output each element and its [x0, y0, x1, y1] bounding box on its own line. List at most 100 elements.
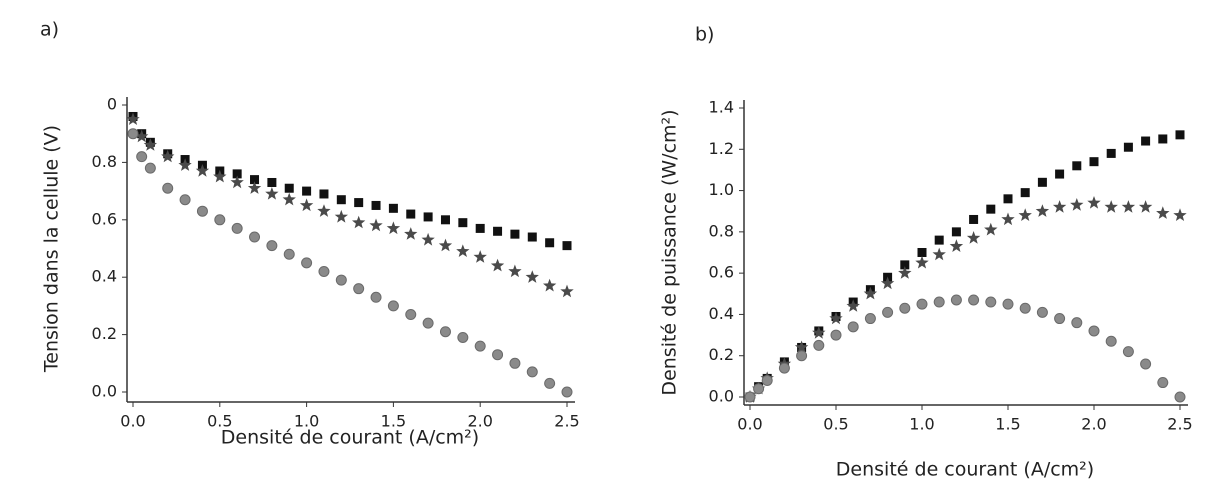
star-point: [829, 311, 843, 325]
circle-point: [950, 294, 962, 306]
circle-point: [830, 329, 842, 341]
star-point: [1156, 206, 1170, 219]
x-tick-label: 2.0: [1081, 415, 1106, 434]
star-point: [1138, 200, 1153, 213]
circle-point: [1140, 358, 1152, 370]
star-point: [126, 112, 140, 125]
circle-point: [1157, 377, 1169, 389]
circle-point: [509, 357, 521, 369]
circle-point: [864, 313, 876, 325]
y-tick-label: 0.2: [709, 345, 734, 364]
y-axis-title: Densité de puissance (W/cm²): [659, 109, 681, 395]
star-point: [898, 266, 912, 279]
square-point: [1037, 177, 1047, 187]
circle-point: [136, 151, 148, 163]
y-tick-label: 0.8: [709, 221, 734, 240]
star-point: [1070, 198, 1084, 211]
star-point: [282, 192, 296, 206]
square-point: [951, 227, 961, 237]
panel-label: a): [40, 19, 59, 41]
circle-point: [985, 296, 997, 308]
square-point: [371, 200, 381, 210]
circle-point: [162, 182, 174, 194]
star-point: [1052, 200, 1067, 213]
star-point: [863, 286, 878, 300]
circle-point: [283, 248, 295, 260]
star-point: [1001, 212, 1015, 226]
circle-point: [144, 162, 156, 174]
y-tick-label: 0.4: [92, 267, 117, 286]
circle-point: [1036, 306, 1048, 318]
square-point: [510, 229, 520, 239]
circle-point: [813, 339, 825, 351]
star-point: [135, 129, 149, 143]
y-tick-label: 1.0: [709, 180, 734, 199]
square-point: [284, 183, 294, 193]
star-point: [1121, 200, 1136, 213]
star-point: [1104, 200, 1118, 213]
x-tick-label: 1.0: [909, 415, 934, 434]
square-point: [475, 223, 485, 233]
circle-point: [1174, 391, 1186, 403]
circle-point: [179, 194, 191, 206]
star-point: [932, 247, 946, 261]
circle-point: [882, 306, 894, 318]
circle-point: [457, 331, 469, 343]
square-point: [267, 177, 277, 187]
square-point: [388, 203, 398, 213]
circle-point: [796, 350, 808, 362]
circle-point: [526, 366, 538, 378]
circle-point: [899, 302, 911, 314]
circle-point: [968, 294, 980, 306]
x-tick-label: 1.5: [995, 415, 1020, 434]
star-point: [1087, 196, 1101, 209]
star-point: [1173, 208, 1187, 221]
circle-point: [1002, 298, 1014, 310]
square-point: [562, 241, 572, 251]
square-point: [1175, 130, 1185, 140]
y-tick-label: 1.4: [709, 98, 734, 117]
circle-point: [1105, 335, 1117, 347]
square-point: [458, 218, 468, 228]
star-point: [490, 258, 505, 272]
star-point: [352, 215, 366, 229]
star-point: [334, 209, 348, 223]
square-point: [302, 186, 312, 196]
y-tick-label: 0.0: [709, 387, 734, 406]
square-point: [969, 214, 979, 224]
star-point: [543, 278, 557, 292]
star-point: [966, 231, 981, 244]
star-point: [299, 198, 314, 212]
circle-point: [127, 128, 139, 140]
star-point: [984, 222, 998, 236]
x-tick-label: 2.5: [554, 412, 579, 431]
circle-point: [916, 298, 928, 310]
circle-point: [335, 274, 347, 286]
circle-point: [1071, 317, 1083, 329]
circle-point: [387, 300, 399, 312]
circle-point: [1019, 302, 1031, 314]
panel-label: b): [695, 24, 714, 46]
x-tick-label: 0.5: [823, 415, 848, 434]
star-point: [195, 164, 210, 177]
square-point: [1141, 136, 1151, 146]
star-point: [915, 255, 929, 269]
star-point: [438, 238, 453, 252]
square-point: [934, 235, 944, 245]
square-point: [232, 169, 242, 179]
square-point: [319, 189, 329, 199]
square-point: [1158, 134, 1168, 144]
x-tick-label: 2.5: [1167, 415, 1192, 434]
star-point: [1035, 204, 1050, 217]
y-tick-label: 0.4: [709, 304, 734, 323]
x-tick-label: 0.0: [737, 415, 762, 434]
circle-point: [231, 222, 243, 234]
star-point: [386, 221, 401, 235]
star-point: [846, 299, 860, 312]
y-axis-title: Tension dans la cellule (V): [41, 125, 63, 373]
y-tick-label: 0.0: [92, 382, 117, 401]
x-axis-title: Densité de courant (A/cm²): [221, 427, 479, 449]
circle-point: [1054, 313, 1066, 325]
square-point: [1020, 188, 1030, 198]
circle-point: [761, 374, 773, 386]
